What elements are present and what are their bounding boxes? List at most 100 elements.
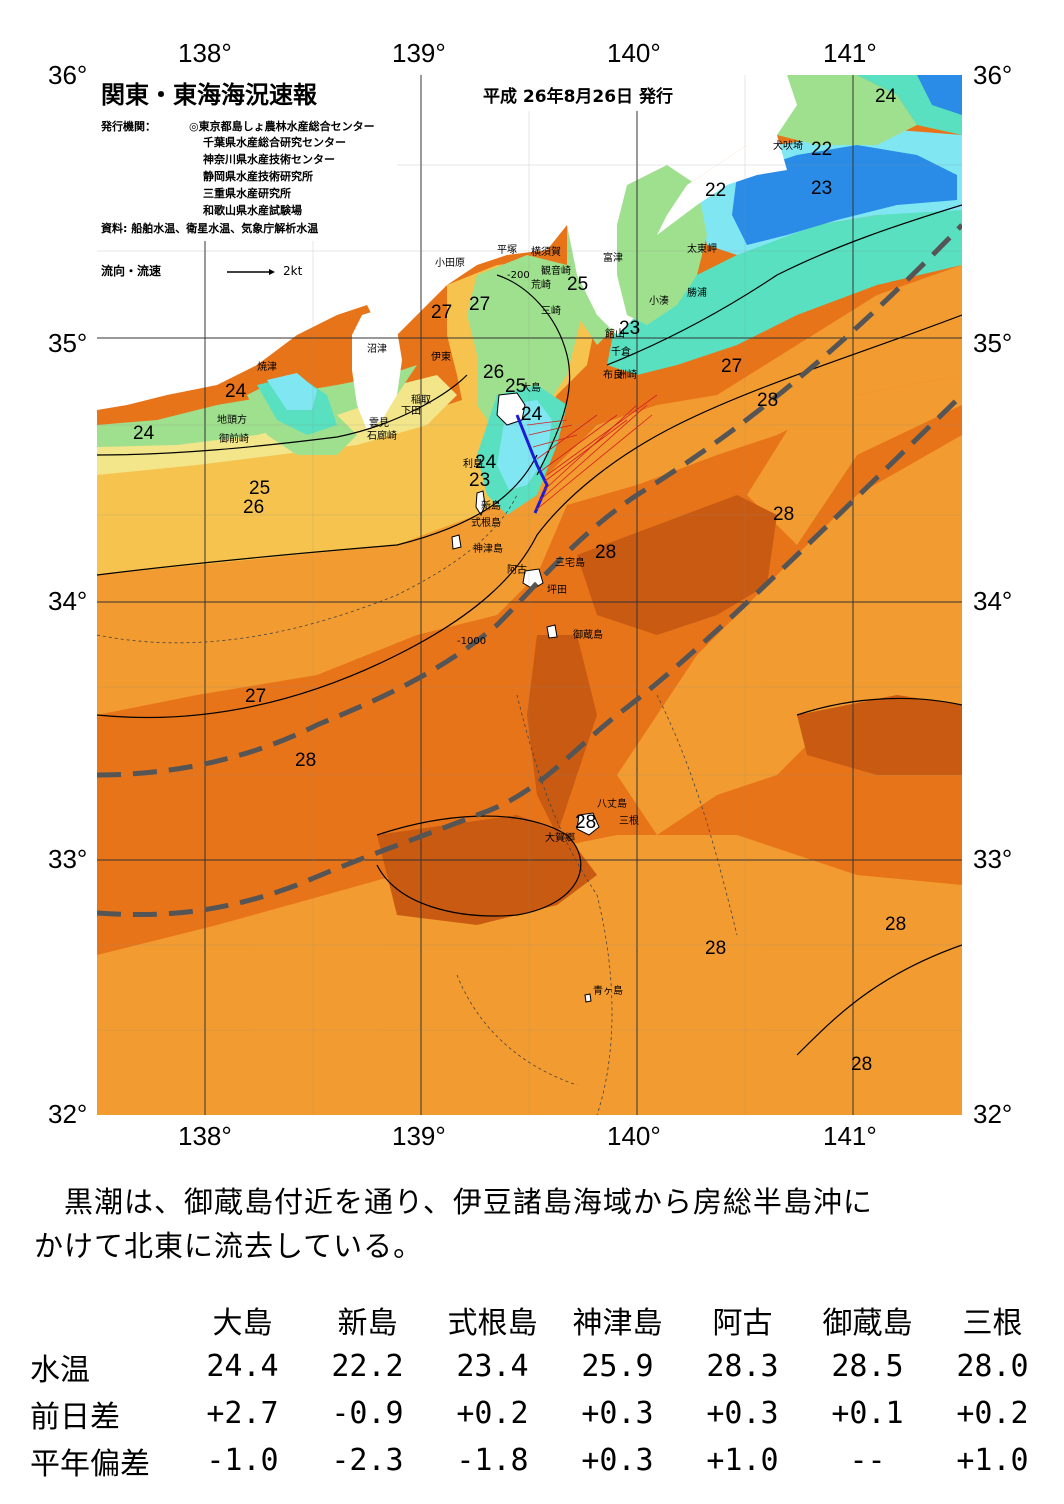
issue-date: 平成 26年8月26日 発行 xyxy=(483,87,673,107)
isotherm-label: 28 xyxy=(851,1054,873,1075)
isotherm-label: 24 xyxy=(875,86,897,107)
issuer-4: 静岡県水産技術研究所 xyxy=(203,170,313,183)
table-cell: 22.2 xyxy=(331,1349,404,1384)
lat-lon-grid xyxy=(97,75,962,1115)
isotherm-label: 23 xyxy=(469,470,491,491)
island-niijima xyxy=(475,490,486,517)
isotherms xyxy=(97,204,962,1056)
place-tsubota: 坪田 xyxy=(547,585,567,596)
isotherm-label: 27 xyxy=(431,302,453,323)
water-orange-southeast xyxy=(617,435,962,835)
isotherm-label: 24 xyxy=(475,452,497,473)
water-sagami-green xyxy=(467,255,587,435)
isotherm-label: 26 xyxy=(243,497,265,518)
lat-label-left-32: 32° xyxy=(48,1099,88,1129)
lon-label-top-138: 138° xyxy=(178,38,232,68)
column-header: 阿古 xyxy=(712,1305,773,1341)
table-cell: +0.2 xyxy=(956,1396,1029,1431)
depth-label: -1000 xyxy=(457,636,487,647)
place-oshima: 大島 xyxy=(521,383,541,394)
island-aogashima xyxy=(584,993,592,1003)
issuer-1: ◎東京都島しょ農林水産総合センター xyxy=(189,120,375,133)
table-cell: 28.3 xyxy=(706,1349,779,1384)
observation-table: 大島 新島 式根島 神津島 阿古 御蔵島 三根 水温 24.4 22.2 23.… xyxy=(30,1296,1055,1484)
place-kannonzaki: 観音崎 xyxy=(541,266,571,277)
row-header: 水温 xyxy=(30,1352,90,1388)
isotherm-label: 28 xyxy=(595,542,617,563)
table-corner xyxy=(30,1296,180,1343)
place-inatori: 稲取 xyxy=(411,395,431,406)
summary-line-2: かけて北東に流去している。 xyxy=(34,1229,424,1263)
summary-text: 黒潮は、御蔵島付近を通り、伊豆諸島海域から房総半島沖に かけて北東に流去している… xyxy=(34,1180,1034,1268)
isotherm-label: 27 xyxy=(245,686,267,707)
isotherm-label: 27 xyxy=(721,356,743,377)
legend-label: 流向・流速 xyxy=(101,264,162,278)
lat-label-left-36: 36° xyxy=(48,60,88,90)
island-kozushima xyxy=(451,534,462,550)
table-row: 前日差 +2.7 -0.9 +0.2 +0.3 +0.3 +0.1 +0.2 xyxy=(30,1390,1055,1437)
issuer-6: 和歌山県水産試験場 xyxy=(203,204,302,217)
fine-grid xyxy=(97,75,962,1115)
issuer-label: 発行機関： xyxy=(101,120,156,133)
place-futtsu: 富津 xyxy=(603,253,623,264)
issuer-3: 神奈川県水産技術センター xyxy=(203,153,335,166)
row-header: 前日差 xyxy=(30,1399,120,1435)
place-kumomi: 雲見 xyxy=(369,418,389,429)
table-cell: +0.3 xyxy=(706,1396,779,1431)
issuer-5: 三重県水産研究所 xyxy=(203,187,291,200)
isotherm-label: 28 xyxy=(295,750,317,771)
isotherm-label: 24 xyxy=(133,423,155,444)
isotherm-label: 25 xyxy=(249,478,271,499)
place-ito: 伊東 xyxy=(431,352,451,363)
place-arasaki: 荒崎 xyxy=(531,280,551,291)
isotherm-label: 28 xyxy=(757,390,779,411)
place-mera: 布良 xyxy=(603,370,623,381)
place-yokosuka: 横須賀 xyxy=(531,247,561,258)
place-toshima: 利島 xyxy=(463,459,483,470)
isotherm-label: 23 xyxy=(619,318,641,339)
place-odawara: 小田原 xyxy=(435,258,465,269)
legend-arrow-head xyxy=(269,269,275,275)
lon-label-top-139: 139° xyxy=(392,38,446,68)
column-header: 大島 xyxy=(212,1305,273,1341)
table-cell: +0.3 xyxy=(581,1443,654,1478)
isotherm-label: 24 xyxy=(521,404,543,425)
water-dark-miyake xyxy=(577,495,777,635)
isotherm-label: 23 xyxy=(811,178,833,199)
water-northeast-green xyxy=(777,75,917,145)
table-cell: -1.0 xyxy=(206,1443,279,1478)
water-northeast-blue xyxy=(732,145,957,245)
data-source: 資料: 船舶水温、衛星水温、気象庁解析水温 xyxy=(101,222,319,235)
isotherm-label: 27 xyxy=(469,294,491,315)
place-okago: 大賀郷 xyxy=(545,833,575,844)
table-cell: -0.9 xyxy=(331,1396,404,1431)
lat-label-left-35: 35° xyxy=(48,328,88,358)
water-dark-east xyxy=(797,695,962,775)
table-cell: 28.0 xyxy=(956,1349,1029,1384)
water-orange-east xyxy=(747,375,962,545)
lon-label-top-141: 141° xyxy=(823,38,877,68)
isotherm-label: 22 xyxy=(705,180,727,201)
lon-label-bottom-139: 139° xyxy=(392,1121,446,1151)
map-graphic xyxy=(97,75,962,1115)
table-cell: -1.8 xyxy=(456,1443,529,1478)
table-cell: +2.7 xyxy=(206,1396,279,1431)
place-aogashima: 青ヶ島 xyxy=(593,986,623,997)
legend-scale: 2kt xyxy=(283,264,303,278)
place-chikura: 千倉 xyxy=(611,347,631,358)
header-box xyxy=(97,75,397,241)
island-miyakejima xyxy=(522,568,544,590)
column-header: 式根島 xyxy=(447,1305,538,1341)
current-vectors xyxy=(526,394,658,510)
table-cell: 28.5 xyxy=(831,1349,904,1384)
water-northeast-blue2 xyxy=(917,75,962,115)
isotherm-label: 25 xyxy=(567,274,589,295)
place-numazu: 沼津 xyxy=(367,344,387,355)
depth-label: -200 xyxy=(507,270,530,281)
place-miyakejima: 三宅島 xyxy=(555,558,585,569)
place-niijima: 新島 xyxy=(481,501,501,512)
lon-label-bottom-141: 141° xyxy=(823,1121,877,1151)
place-omaezaki: 御前崎 xyxy=(219,434,249,445)
place-hiratsuka: 平塚 xyxy=(497,245,517,256)
place-irozaki: 石廊崎 xyxy=(367,431,397,442)
